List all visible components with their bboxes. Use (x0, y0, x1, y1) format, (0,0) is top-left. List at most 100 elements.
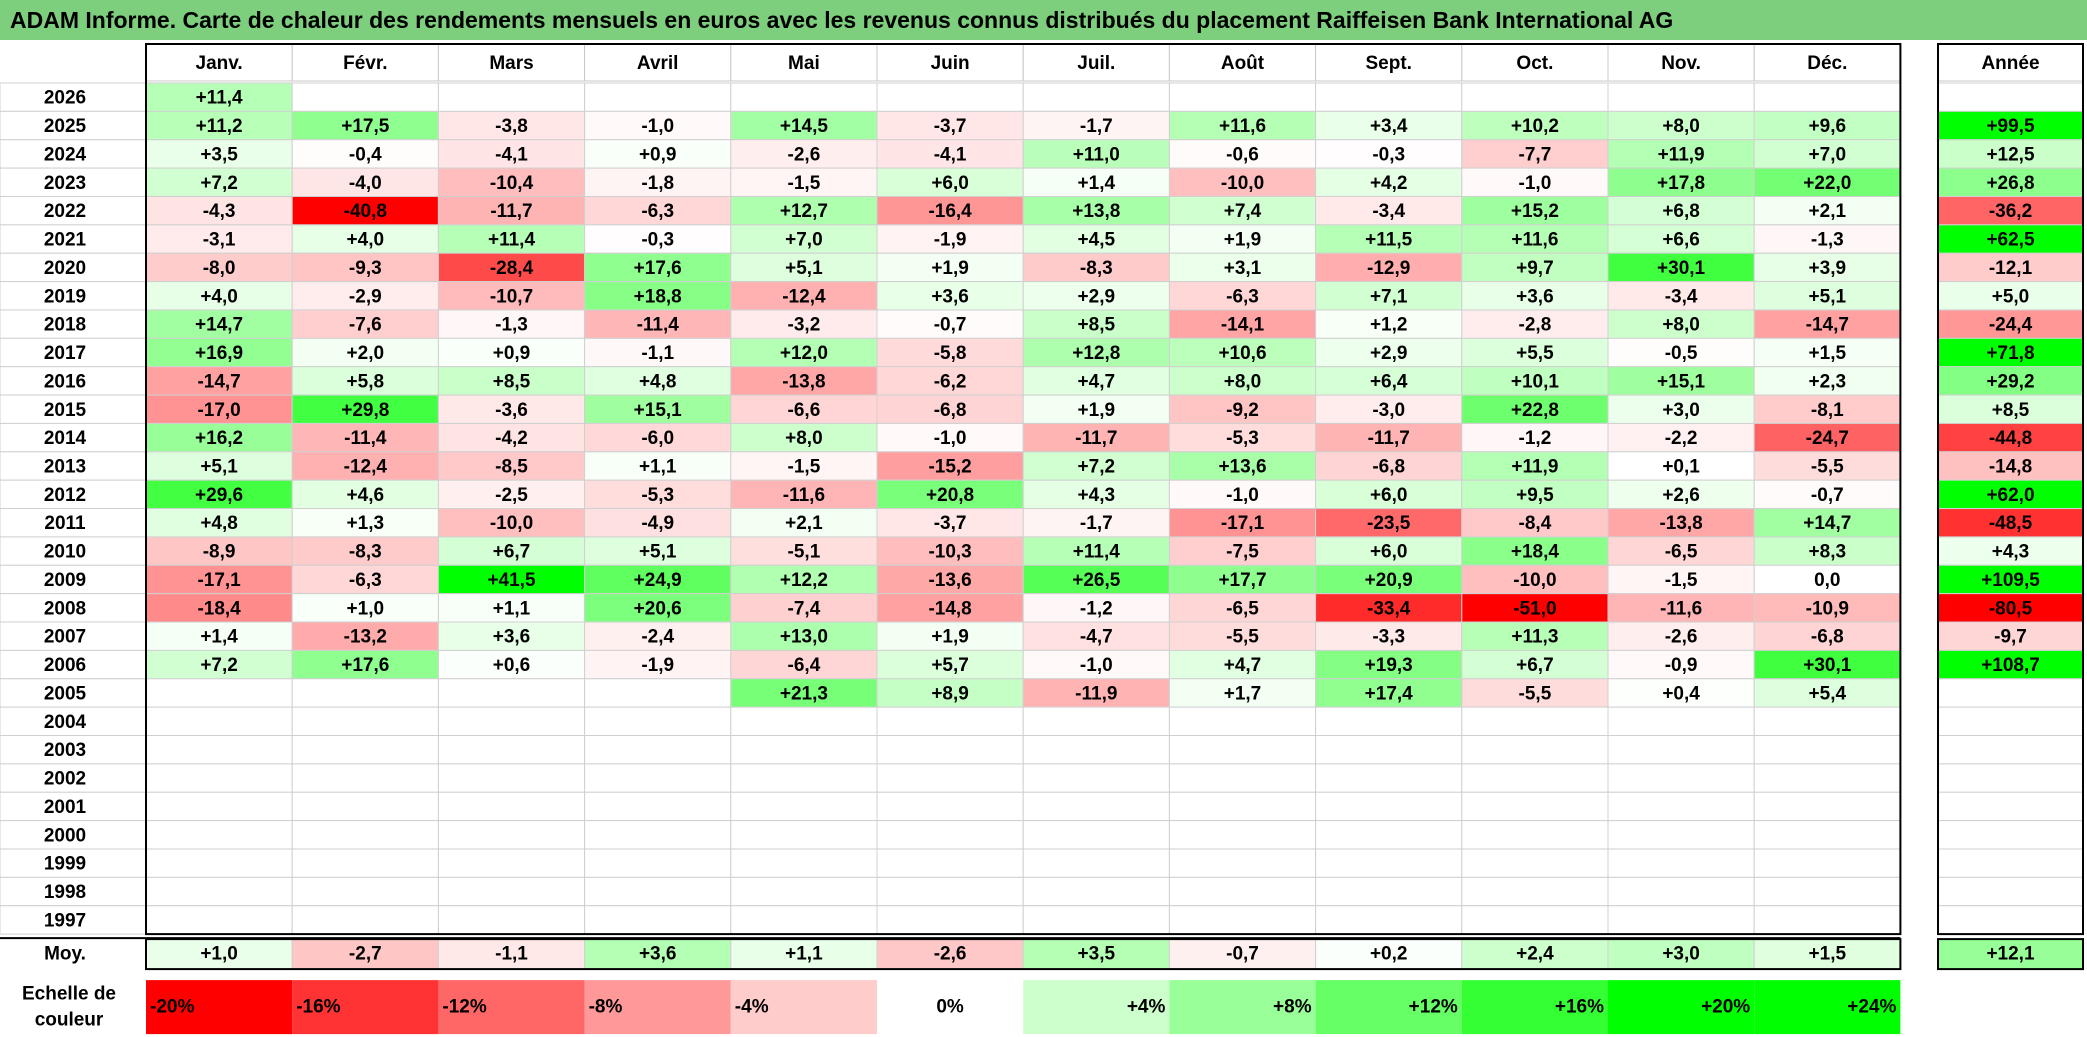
cell-value: +17,8 (1657, 173, 1705, 194)
heat-cell (1315, 649, 1463, 680)
cell-value: -1,2 (1080, 598, 1113, 619)
year-label-cell (0, 508, 147, 538)
heat-cell (1461, 564, 1609, 595)
heat-cell (1315, 735, 1463, 765)
annual-value: +62,5 (1986, 230, 2035, 251)
heat-cell (145, 649, 293, 680)
scale-swatch-label: +20% (1701, 997, 1750, 1018)
cell-value: +30,1 (1803, 655, 1852, 676)
cell-value: +2,6 (1662, 485, 1700, 506)
heat-cell (437, 905, 586, 935)
heat-cell (1607, 593, 1755, 623)
heat-cell (730, 735, 878, 765)
heat-cell (1022, 252, 1170, 283)
heat-cell (145, 706, 293, 737)
year-label-cell (0, 706, 147, 737)
average-value: -2,6 (934, 944, 967, 965)
cell-value: +8,5 (1078, 315, 1116, 336)
year-label-cell (0, 536, 147, 566)
heat-cell (876, 508, 1024, 538)
cell-value: -4,0 (349, 173, 382, 194)
cell-value: +11,5 (1365, 230, 1412, 251)
heat-cell (1022, 706, 1170, 737)
heat-cell (1461, 791, 1609, 822)
heat-cell (437, 479, 586, 510)
year-label: 2002 (44, 769, 86, 790)
cell-value: +4,6 (347, 485, 385, 506)
cell-value: +2,0 (347, 343, 385, 364)
annual-cell (1937, 621, 2084, 651)
heat-cell (145, 281, 293, 311)
cell-value: -1,0 (1080, 655, 1113, 676)
cell-value: -8,5 (495, 456, 528, 477)
heat-cell (1315, 195, 1463, 226)
cell-value: -1,0 (641, 116, 674, 137)
cell-value: +11,4 (488, 230, 535, 251)
heat-cell (1753, 337, 1901, 368)
heat-cell (1753, 876, 1901, 907)
cell-value: +2,3 (1809, 371, 1847, 392)
year-label: 1999 (44, 854, 86, 875)
cell-value: -12,4 (344, 456, 388, 477)
heat-cell (584, 876, 732, 907)
cell-value: +21,3 (780, 683, 828, 704)
heat-cell (1607, 110, 1755, 141)
heat-cell (291, 735, 439, 765)
heat-cell (1315, 139, 1463, 169)
cell-value: -8,9 (203, 542, 236, 563)
year-label-cell (0, 394, 147, 424)
heat-cell (145, 593, 293, 623)
cell-value: +1,9 (1078, 400, 1116, 421)
cell-value: +11,4 (1073, 542, 1120, 563)
heat-cell (291, 876, 439, 907)
heat-cell (1753, 905, 1901, 935)
cell-value: +13,8 (1072, 201, 1120, 222)
year-label-cell (0, 735, 147, 765)
heat-cell (1022, 366, 1170, 396)
cell-value: +9,5 (1516, 485, 1554, 506)
cell-value: -6,6 (788, 400, 821, 421)
cell-value: +14,5 (780, 116, 829, 137)
heat-cell (1315, 422, 1463, 453)
cell-value: +3,6 (493, 627, 531, 648)
heat-cell (730, 451, 878, 481)
cell-value: +1,4 (200, 627, 238, 648)
cell-value: -8,4 (1519, 513, 1552, 534)
cell-value: +8,3 (1809, 542, 1847, 563)
heat-cell (1168, 536, 1317, 566)
month-header: Févr. (343, 53, 387, 74)
annual-cell (1937, 281, 2084, 311)
heat-cell (437, 678, 586, 708)
average-cell (730, 938, 878, 970)
cell-value: -0,3 (641, 230, 674, 251)
heat-cell (730, 848, 878, 878)
heat-cell (291, 394, 439, 424)
heat-cell (1607, 82, 1755, 112)
year-label: 2004 (44, 712, 87, 733)
cell-value: -5,3 (1226, 428, 1259, 449)
year-label-cell (0, 366, 147, 396)
heat-cell (1168, 706, 1317, 737)
year-label: 2026 (44, 88, 86, 109)
heat-cell (291, 621, 439, 651)
month-header-cell (1315, 43, 1463, 82)
cell-value: -9,2 (1226, 400, 1259, 421)
cell-value: +30,1 (1657, 258, 1706, 279)
heat-cell (1753, 791, 1901, 822)
cell-value: -7,7 (1519, 144, 1552, 165)
cell-value: +4,7 (1078, 371, 1116, 392)
year-label: 2019 (44, 286, 86, 307)
cell-value: +1,5 (1809, 343, 1847, 364)
cell-value: +29,6 (195, 485, 243, 506)
cell-value: -13,2 (344, 627, 387, 648)
cell-value: -1,0 (1226, 485, 1259, 506)
cell-value: +12,8 (1072, 343, 1120, 364)
heat-cell (584, 763, 732, 793)
cell-value: -12,4 (782, 286, 826, 307)
annual-value: -44,8 (1989, 428, 2032, 449)
cell-value: -0,4 (349, 144, 382, 165)
cell-value: -10,0 (1513, 570, 1556, 591)
scale-swatch-label: -12% (442, 997, 486, 1018)
chart-title: ADAM Informe. Carte de chaleur des rende… (0, 0, 2087, 40)
month-header: Mars (489, 53, 533, 74)
